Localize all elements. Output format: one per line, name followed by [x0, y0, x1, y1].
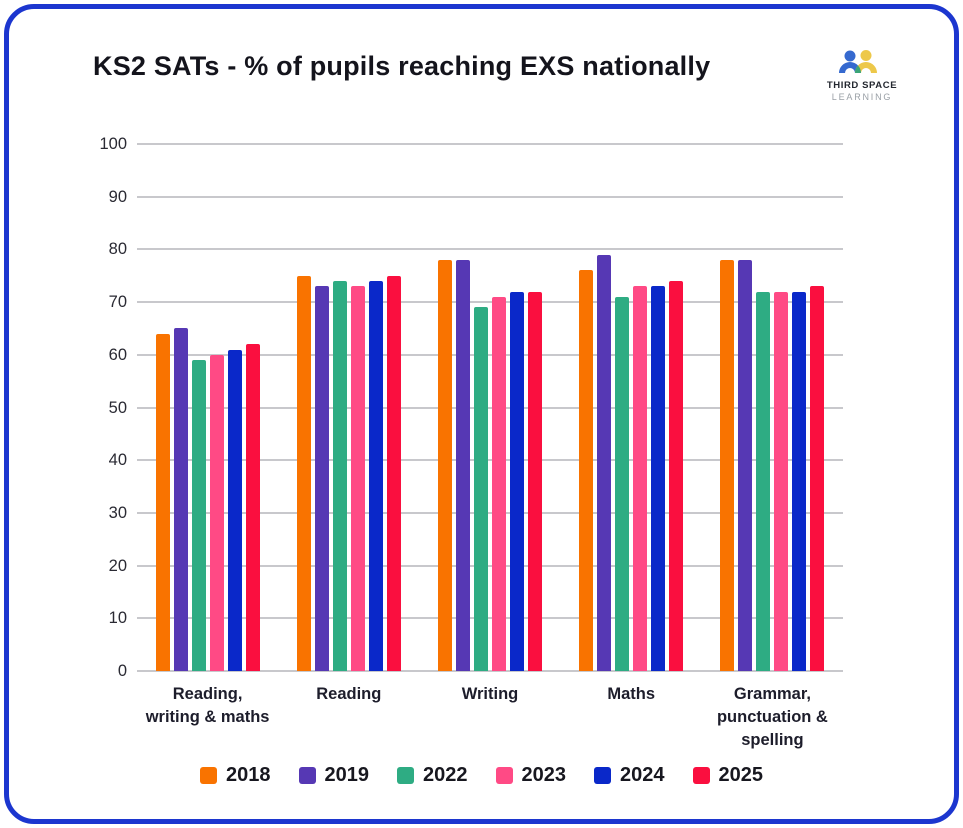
- gridline-40: [137, 459, 843, 462]
- y-axis-tick-label-20: 20: [108, 556, 127, 575]
- legend-item-2025: 2025: [692, 764, 764, 787]
- third-space-learning-logo: THIRD SPACE LEARNING: [822, 41, 902, 102]
- legend-label-2018: 2018: [226, 764, 271, 786]
- logo-text-line1: THIRD SPACE: [826, 80, 898, 91]
- bar-group-5: [702, 144, 843, 671]
- legend-item-2024: 2024: [594, 764, 665, 787]
- bar-2018-category-2: [296, 275, 311, 671]
- bar-2019-category-4: [597, 254, 612, 671]
- bar-2023-category-2: [350, 286, 365, 671]
- gridline-90: [137, 195, 843, 198]
- legend-swatch-2024: [594, 767, 611, 784]
- category-label-3: Writing: [461, 685, 519, 703]
- bar-2022-category-4: [615, 296, 630, 671]
- bar-2024-category-1: [227, 349, 242, 671]
- bar-2025-category-2: [386, 275, 401, 671]
- bar-2022-category-5: [756, 291, 771, 671]
- bar-2022-category-2: [332, 281, 347, 671]
- bar-group-2: [278, 144, 419, 671]
- bar-2024-category-2: [368, 281, 383, 671]
- bar-2018-category-4: [579, 270, 594, 671]
- category-label-1: Reading, writing & maths: [145, 685, 270, 727]
- bar-2025-category-4: [669, 281, 684, 671]
- bar-2019-category-2: [314, 286, 329, 671]
- legend-item-2022: 2022: [397, 764, 468, 787]
- legend-label-2023: 2023: [521, 764, 567, 786]
- bar-2025-category-1: [245, 344, 260, 671]
- bar-2025-category-5: [810, 286, 825, 671]
- y-axis-tick-label-0: 0: [117, 662, 127, 680]
- category-label-2: Reading: [316, 685, 382, 703]
- legend-swatch-2022: [397, 767, 414, 784]
- bar-2023-category-1: [209, 354, 224, 671]
- legend: 2018 2019 2022 2023 2024 2025: [9, 764, 954, 787]
- y-axis-tick-label-60: 60: [108, 345, 127, 364]
- bar-2018-category-5: [720, 259, 735, 671]
- bar-2023-category-5: [774, 291, 789, 671]
- legend-item-2019: 2019: [298, 764, 370, 787]
- legend-item-2023: 2023: [495, 764, 567, 787]
- legend-label-2019: 2019: [324, 764, 370, 786]
- legend-label-2025: 2025: [718, 764, 764, 786]
- bar-group-1: [137, 144, 278, 671]
- x-axis-category-labels: Reading, writing & maths Reading Writing Ma…: [137, 683, 843, 752]
- gridline-10: [137, 617, 843, 620]
- chart-title: KS2 SATs - % of pupils reaching EXS nati…: [93, 51, 711, 81]
- bar-groups: [137, 144, 843, 671]
- y-axis-tick-label-30: 30: [108, 503, 127, 522]
- bar-2024-category-4: [651, 286, 666, 671]
- legend-swatch-2023: [495, 767, 513, 784]
- bar-2019-category-3: [456, 259, 470, 671]
- chart-card: KS2 SATs - % of pupils reaching EXS nati…: [4, 4, 959, 824]
- y-axis-tick-label-70: 70: [108, 293, 127, 312]
- y-axis-tick-label-80: 80: [108, 240, 127, 259]
- bar-2024-category-5: [792, 291, 807, 671]
- bar-2025-category-3: [528, 291, 542, 671]
- bar-2022-category-1: [191, 360, 206, 671]
- bar-2019-category-1: [173, 328, 188, 671]
- bar-2023-category-4: [633, 286, 648, 671]
- bar-2023-category-3: [492, 296, 506, 671]
- bar-2019-category-5: [738, 259, 753, 671]
- logo-text-line2: LEARNING: [831, 92, 893, 102]
- legend-swatch-2019: [298, 767, 316, 784]
- bar-2024-category-3: [510, 291, 524, 671]
- gridline-20: [137, 564, 843, 567]
- legend-swatch-2025: [692, 767, 710, 784]
- y-axis-tick-label-50: 50: [108, 398, 127, 417]
- bar-group-3: [419, 144, 560, 671]
- gridline-60: [137, 353, 843, 356]
- category-label-4: Maths: [607, 685, 656, 703]
- legend-swatch-2018: [200, 767, 217, 784]
- y-axis-tick-label-40: 40: [108, 451, 127, 470]
- gridline-70: [137, 301, 843, 304]
- gridline-80: [137, 248, 843, 251]
- gridline-0: [137, 670, 843, 672]
- y-axis-tick-label-10: 10: [108, 609, 127, 628]
- gridline-30: [137, 511, 843, 514]
- two-people-logo-icon: [839, 50, 877, 73]
- bar-2022-category-3: [474, 307, 488, 671]
- legend-item-2018: 2018: [200, 764, 271, 787]
- plot-area: [137, 143, 843, 672]
- gridline-100: [137, 143, 843, 145]
- y-axis-tick-label-90: 90: [108, 187, 127, 206]
- bar-group-4: [561, 144, 702, 671]
- legend-label-2024: 2024: [620, 764, 665, 786]
- bar-2018-category-1: [155, 333, 170, 671]
- y-axis-tick-label-100: 100: [99, 135, 127, 153]
- legend-label-2022: 2022: [423, 764, 468, 786]
- category-label-5: Grammar, punctuation & spelling: [716, 685, 828, 750]
- gridline-50: [137, 406, 843, 409]
- bar-2018-category-3: [438, 259, 452, 671]
